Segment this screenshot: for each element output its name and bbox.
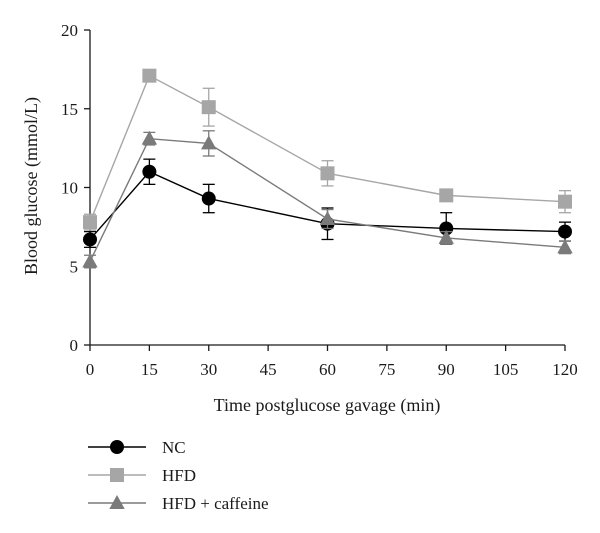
legend-marker-square (110, 468, 124, 482)
data-point-square (142, 68, 157, 83)
series-line (89, 74, 566, 223)
legend-item: HFD + caffeine (88, 494, 269, 513)
y-axis-title: Blood glucose (mmol/L) (21, 97, 42, 275)
x-axis-title: Time postglucose gavage (min) (214, 395, 441, 416)
legend-item: NC (88, 438, 186, 457)
y-tick-label: 20 (61, 21, 78, 40)
x-tick-label: 90 (438, 360, 455, 379)
legend-marker-circle (110, 440, 124, 454)
x-tick-label: 45 (260, 360, 277, 379)
legend: NC HFD HFD + caffeine (88, 438, 269, 513)
y-tick-label: 0 (70, 336, 79, 355)
x-tick-label: 15 (141, 360, 158, 379)
y-tick-label: 5 (70, 257, 79, 276)
x-tick-label: 75 (378, 360, 395, 379)
series-layer (82, 68, 573, 269)
data-point-circle (201, 191, 216, 206)
y-tick-label: 10 (61, 179, 78, 198)
data-point-square (83, 215, 97, 230)
legend-label: HFD + caffeine (162, 494, 269, 513)
axes: 0 5 10 15 20 0 15 30 45 60 75 90 105 120 (61, 21, 578, 379)
x-tick-label: 60 (319, 360, 336, 379)
series-line (89, 137, 566, 262)
legend-label: NC (162, 438, 186, 457)
legend-marker-triangle (109, 495, 125, 509)
data-point-triangle (557, 239, 573, 254)
y-tick-label: 15 (61, 100, 78, 119)
legend-label: HFD (162, 466, 196, 485)
data-point-triangle (201, 135, 217, 150)
x-tick-label: 30 (200, 360, 217, 379)
data-point-circle (142, 164, 157, 179)
data-point-triangle (438, 229, 454, 244)
data-point-square (320, 166, 335, 181)
x-tick-label: 120 (552, 360, 578, 379)
series-hfd (83, 68, 572, 231)
data-point-circle (83, 232, 97, 247)
series-line (89, 170, 566, 240)
data-point-triangle (319, 211, 336, 225)
data-point-circle (558, 224, 572, 239)
data-point-triangle (141, 130, 158, 145)
data-point-square (558, 194, 572, 209)
data-point-square (201, 100, 216, 115)
data-point-square (439, 188, 454, 203)
series-hfd-caffeine (82, 130, 573, 269)
x-tick-label: 0 (86, 360, 95, 379)
data-point-triangle (82, 253, 98, 268)
legend-item: HFD (88, 466, 196, 485)
x-tick-label: 105 (493, 360, 519, 379)
